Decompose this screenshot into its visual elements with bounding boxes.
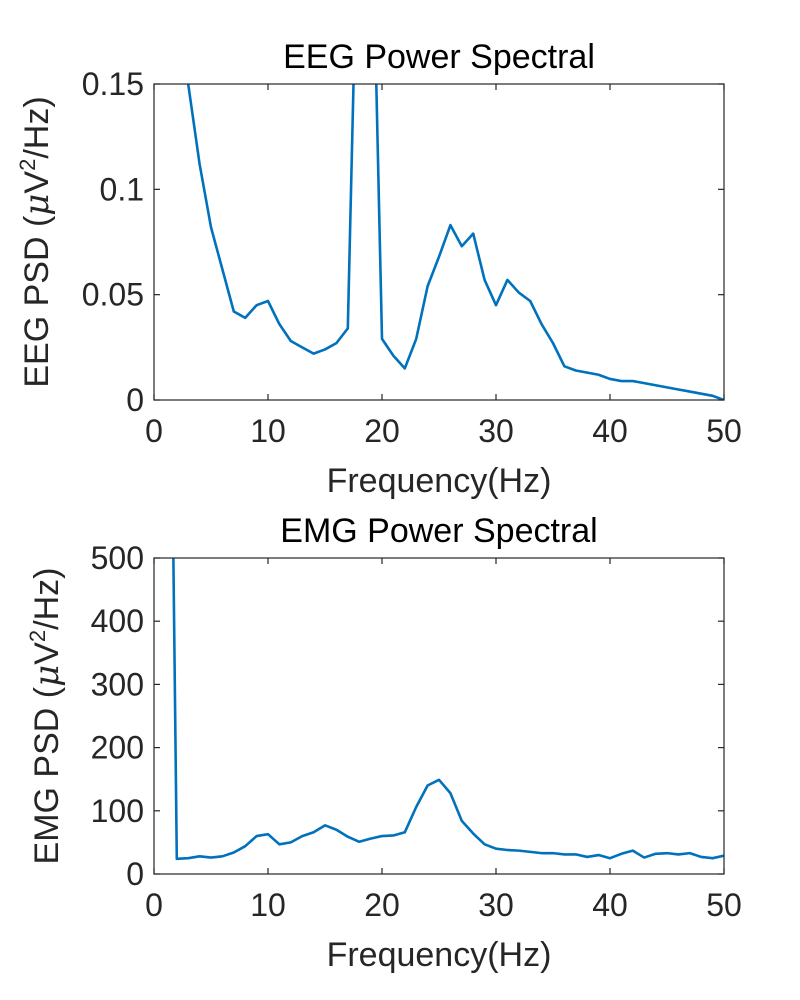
emg-y-tick-label: 300 — [91, 666, 144, 702]
emg-x-axis-label: Frequency(Hz) — [327, 936, 552, 974]
eeg-x-tick-label: 50 — [706, 413, 742, 449]
eeg-psd-line — [186, 84, 724, 400]
eeg-y-tick-label: 0 — [126, 382, 144, 418]
emg-y-tick-label: 400 — [91, 603, 144, 639]
emg-x-tick-label: 40 — [592, 887, 628, 923]
emg-y-tick-label: 200 — [91, 730, 144, 766]
emg-axes-box — [153, 557, 725, 875]
emg-chart-title: EMG Power Spectral — [280, 512, 597, 550]
emg-chart-panel: EMG Power Spectral Frequency(Hz) EMG PSD… — [25, 512, 742, 974]
eeg-y-tick-label: 0.05 — [82, 277, 144, 313]
emg-psd-line — [172, 558, 724, 861]
eeg-y-tick-label: 0.15 — [82, 66, 144, 102]
eeg-x-tick-label: 20 — [364, 413, 400, 449]
emg-y-axis-label: EMG PSD (μV2/Hz) — [25, 568, 67, 865]
eeg-x-tick-label: 0 — [145, 413, 163, 449]
eeg-axes-box — [153, 83, 725, 401]
emg-x-tick-label: 30 — [478, 887, 514, 923]
eeg-x-axis-label: Frequency(Hz) — [327, 462, 552, 500]
eeg-x-tick-label: 10 — [250, 413, 286, 449]
eeg-y-tick-label: 0.1 — [100, 171, 144, 207]
emg-x-tick-label: 0 — [145, 887, 163, 923]
eeg-chart-title: EEG Power Spectral — [283, 38, 595, 76]
emg-x-tick-label: 50 — [706, 887, 742, 923]
emg-x-tick-label: 10 — [250, 887, 286, 923]
emg-y-tick-label: 500 — [91, 540, 144, 576]
eeg-chart-panel: EEG Power Spectral Frequency(Hz) EEG PSD… — [15, 38, 742, 500]
eeg-x-tick-label: 30 — [478, 413, 514, 449]
eeg-x-tick-label: 40 — [592, 413, 628, 449]
emg-x-tick-label: 20 — [364, 887, 400, 923]
emg-y-tick-label: 0 — [126, 856, 144, 892]
eeg-y-axis-label: EEG PSD (μV2/Hz) — [15, 96, 57, 387]
emg-y-tick-label: 100 — [91, 793, 144, 829]
